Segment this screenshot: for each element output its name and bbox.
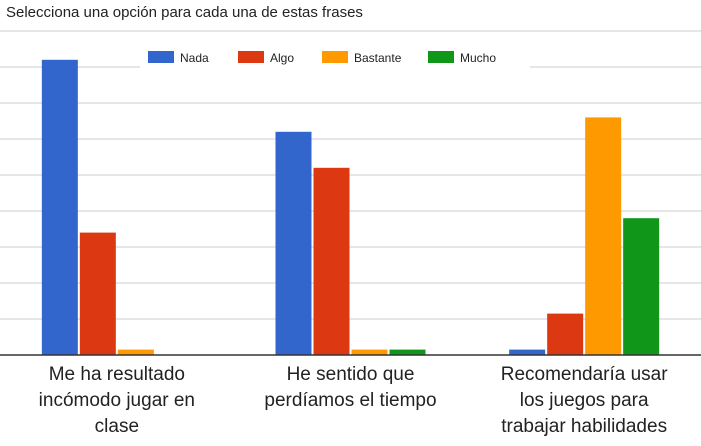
bar-algo-2 [313, 167, 350, 355]
category-label-3-line-3: trabajar habilidades [501, 416, 668, 437]
bar-mucho-3 [623, 218, 660, 355]
bar-mucho-2 [389, 349, 426, 355]
legend-label-algo: Algo [270, 51, 294, 65]
category-label-1-line-1: Me ha resultado [48, 364, 185, 385]
category-label-2-line-2: perdíamos el tiempo [264, 390, 437, 411]
legend-swatch-mucho [428, 51, 454, 63]
bar-bastante-1 [117, 349, 154, 355]
category-label-1-line-2: incómodo jugar en [38, 390, 195, 411]
legend-label-nada: Nada [180, 51, 209, 65]
bar-bastante-2 [351, 349, 388, 355]
bar-nada-2 [275, 131, 312, 355]
bar-algo-3 [547, 313, 584, 355]
bar-nada-3 [509, 349, 546, 355]
gridlines [0, 30, 701, 320]
legend-label-mucho: Mucho [460, 51, 496, 65]
category-label-3-line-1: Recomendaría usar [500, 364, 668, 385]
chart-title: Selecciona una opción para cada una de e… [6, 4, 363, 21]
category-label-3-line-2: los juegos para [519, 390, 649, 411]
bar-algo-1 [79, 232, 116, 355]
category-label-1-line-3: clase [94, 416, 140, 437]
legend-swatch-algo [238, 51, 264, 63]
bar-nada-1 [41, 59, 78, 356]
legend-label-bastante: Bastante [354, 51, 402, 65]
legend-swatch-bastante [322, 51, 348, 63]
legend-swatch-nada [148, 51, 174, 63]
legend: Nada Algo Bastante Mucho [140, 44, 530, 70]
bar-bastante-3 [585, 117, 622, 356]
bars [41, 59, 660, 356]
category-label-2-line-1: He sentido que [286, 364, 415, 385]
